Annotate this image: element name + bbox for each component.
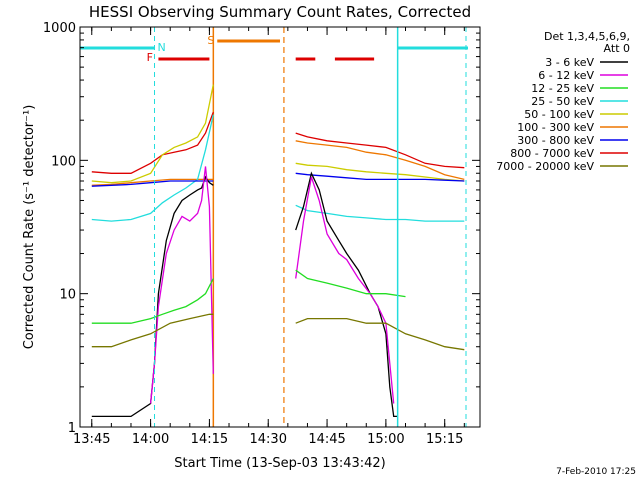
legend-header-line-2: Att 0 [604,42,630,55]
series-line-0-segment-0 [91,111,214,174]
chart-title: HESSI Observing Summary Count Rates, Cor… [89,3,471,21]
series-line-3-segment-1 [295,204,465,222]
legend-label-3: 25 - 50 keV [531,95,594,108]
flag-label-n: N [158,41,166,54]
series-layer [91,84,465,418]
legend-label-4: 50 - 100 keV [524,108,594,121]
x-tick-label-6: 15:15 [426,432,463,447]
series-line-4-segment-0 [91,180,214,187]
x-tick-label-1: 14:00 [132,432,169,447]
y-axis-label: Corrected Count Rate (s⁻¹ detector⁻¹) [22,105,37,350]
plot-frame [79,26,481,428]
series-line-5-segment-1 [295,171,398,418]
y-ticks: 1 10 100 1000 [43,21,480,436]
series-line-7-segment-0 [91,278,214,324]
series-line-1-segment-1 [295,140,465,181]
series-line-0-segment-1 [295,132,465,169]
x-tick-label-4: 14:45 [308,432,345,447]
legend-label-6: 300 - 800 keV [517,134,594,147]
legend-label-2: 12 - 25 keV [531,82,594,95]
series-line-7-segment-1 [295,269,406,298]
marker-layer: FN S [80,27,468,427]
legend-header-line-1: Det 1,3,4,5,6,9, [544,30,630,43]
flag-label-s: S [207,34,214,47]
series-line-2-segment-1 [295,162,465,182]
y-tick-label-3: 1000 [43,21,76,36]
legend-label-7: 800 - 7000 keV [510,147,594,160]
x-tick-label-2: 14:15 [191,432,228,447]
y-tick-label-2: 100 [51,154,76,169]
legend-label-8: 7000 - 20000 keV [496,160,594,173]
footer-timestamp: 7-Feb-2010 17:25 [556,467,636,477]
series-line-4-segment-1 [295,172,465,182]
y-tick-label-0: 1 [68,421,76,436]
series-line-8-segment-1 [295,317,465,351]
series-line-3-segment-0 [91,114,214,222]
x-axis-label: Start Time (13-Sep-03 13:43:42) [174,456,385,471]
flag-label-f: F [147,51,153,64]
x-tick-label-5: 15:00 [367,432,404,447]
data-gap-layer [212,27,285,427]
series-line-8-segment-0 [91,313,214,348]
y-tick-label-1: 10 [59,288,76,303]
legend-label-5: 100 - 300 keV [517,121,594,134]
legend-label-0: 3 - 6 keV [545,56,594,69]
x-tick-label-0: 13:45 [73,432,110,447]
legend-label-1: 6 - 12 keV [538,69,594,82]
x-tick-label-3: 14:30 [250,432,287,447]
x-ticks: 13:45 14:00 14:15 14:30 14:45 15:00 15:15 [73,27,465,447]
series-line-2-segment-0 [91,84,214,184]
